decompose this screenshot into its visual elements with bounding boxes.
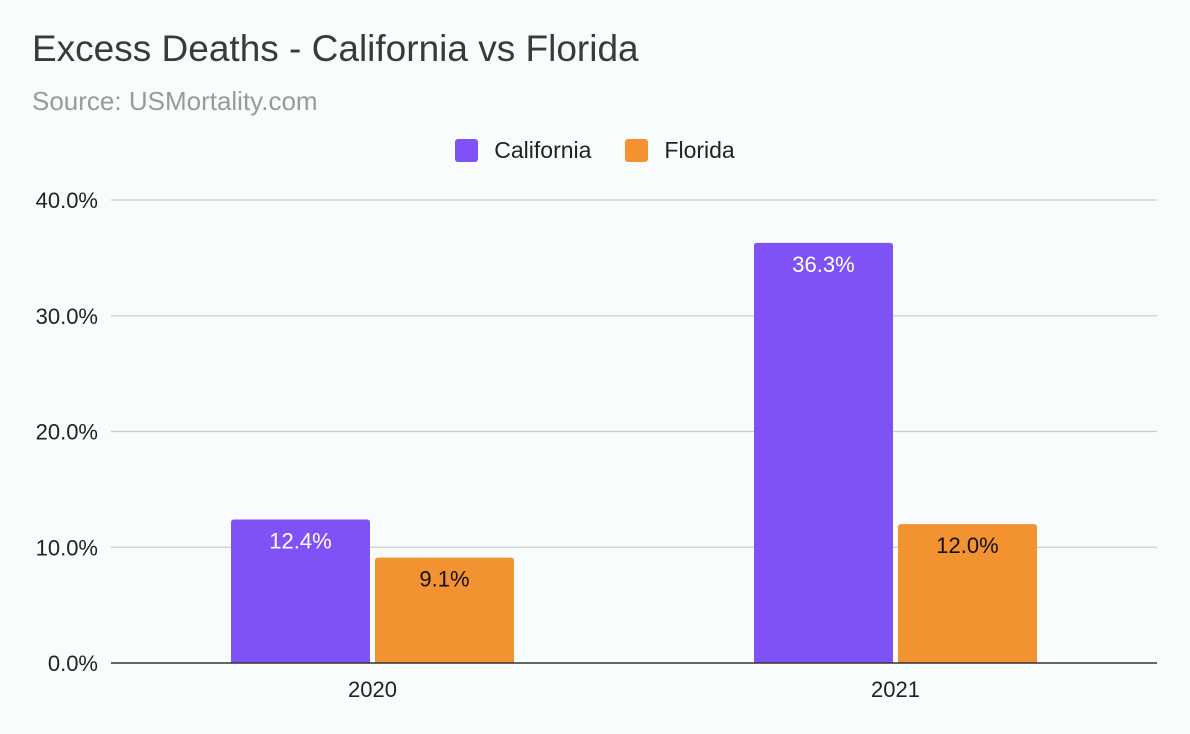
data-label: 12.4% xyxy=(269,528,331,553)
legend-label-florida: Florida xyxy=(664,137,735,163)
x-tick-label: 2021 xyxy=(871,677,920,702)
data-label: 36.3% xyxy=(792,252,854,277)
y-tick-label: 30.0% xyxy=(36,304,98,329)
legend-item-florida: Florida xyxy=(625,137,735,164)
legend-item-california: California xyxy=(455,137,591,164)
data-label: 12.0% xyxy=(936,533,998,558)
y-tick-label: 20.0% xyxy=(36,420,98,445)
legend-swatch-california xyxy=(455,139,479,162)
x-tick-label: 2020 xyxy=(348,677,397,702)
bar-california-2020 xyxy=(231,519,370,663)
data-label: 9.1% xyxy=(419,567,469,592)
chart-title: Excess Deaths - California vs Florida xyxy=(32,28,639,69)
y-tick-label: 40.0% xyxy=(36,188,98,213)
chart-legend: California Florida xyxy=(0,137,1190,164)
bar-florida-2021 xyxy=(898,524,1037,663)
y-tick-label: 0.0% xyxy=(48,651,98,676)
chart-subtitle: Source: USMortality.com xyxy=(32,86,318,116)
bar-florida-2020 xyxy=(375,557,514,663)
legend-swatch-florida xyxy=(625,139,649,162)
bar-california-2021 xyxy=(754,242,893,663)
legend-label-california: California xyxy=(494,137,592,163)
y-tick-label: 10.0% xyxy=(36,535,98,560)
